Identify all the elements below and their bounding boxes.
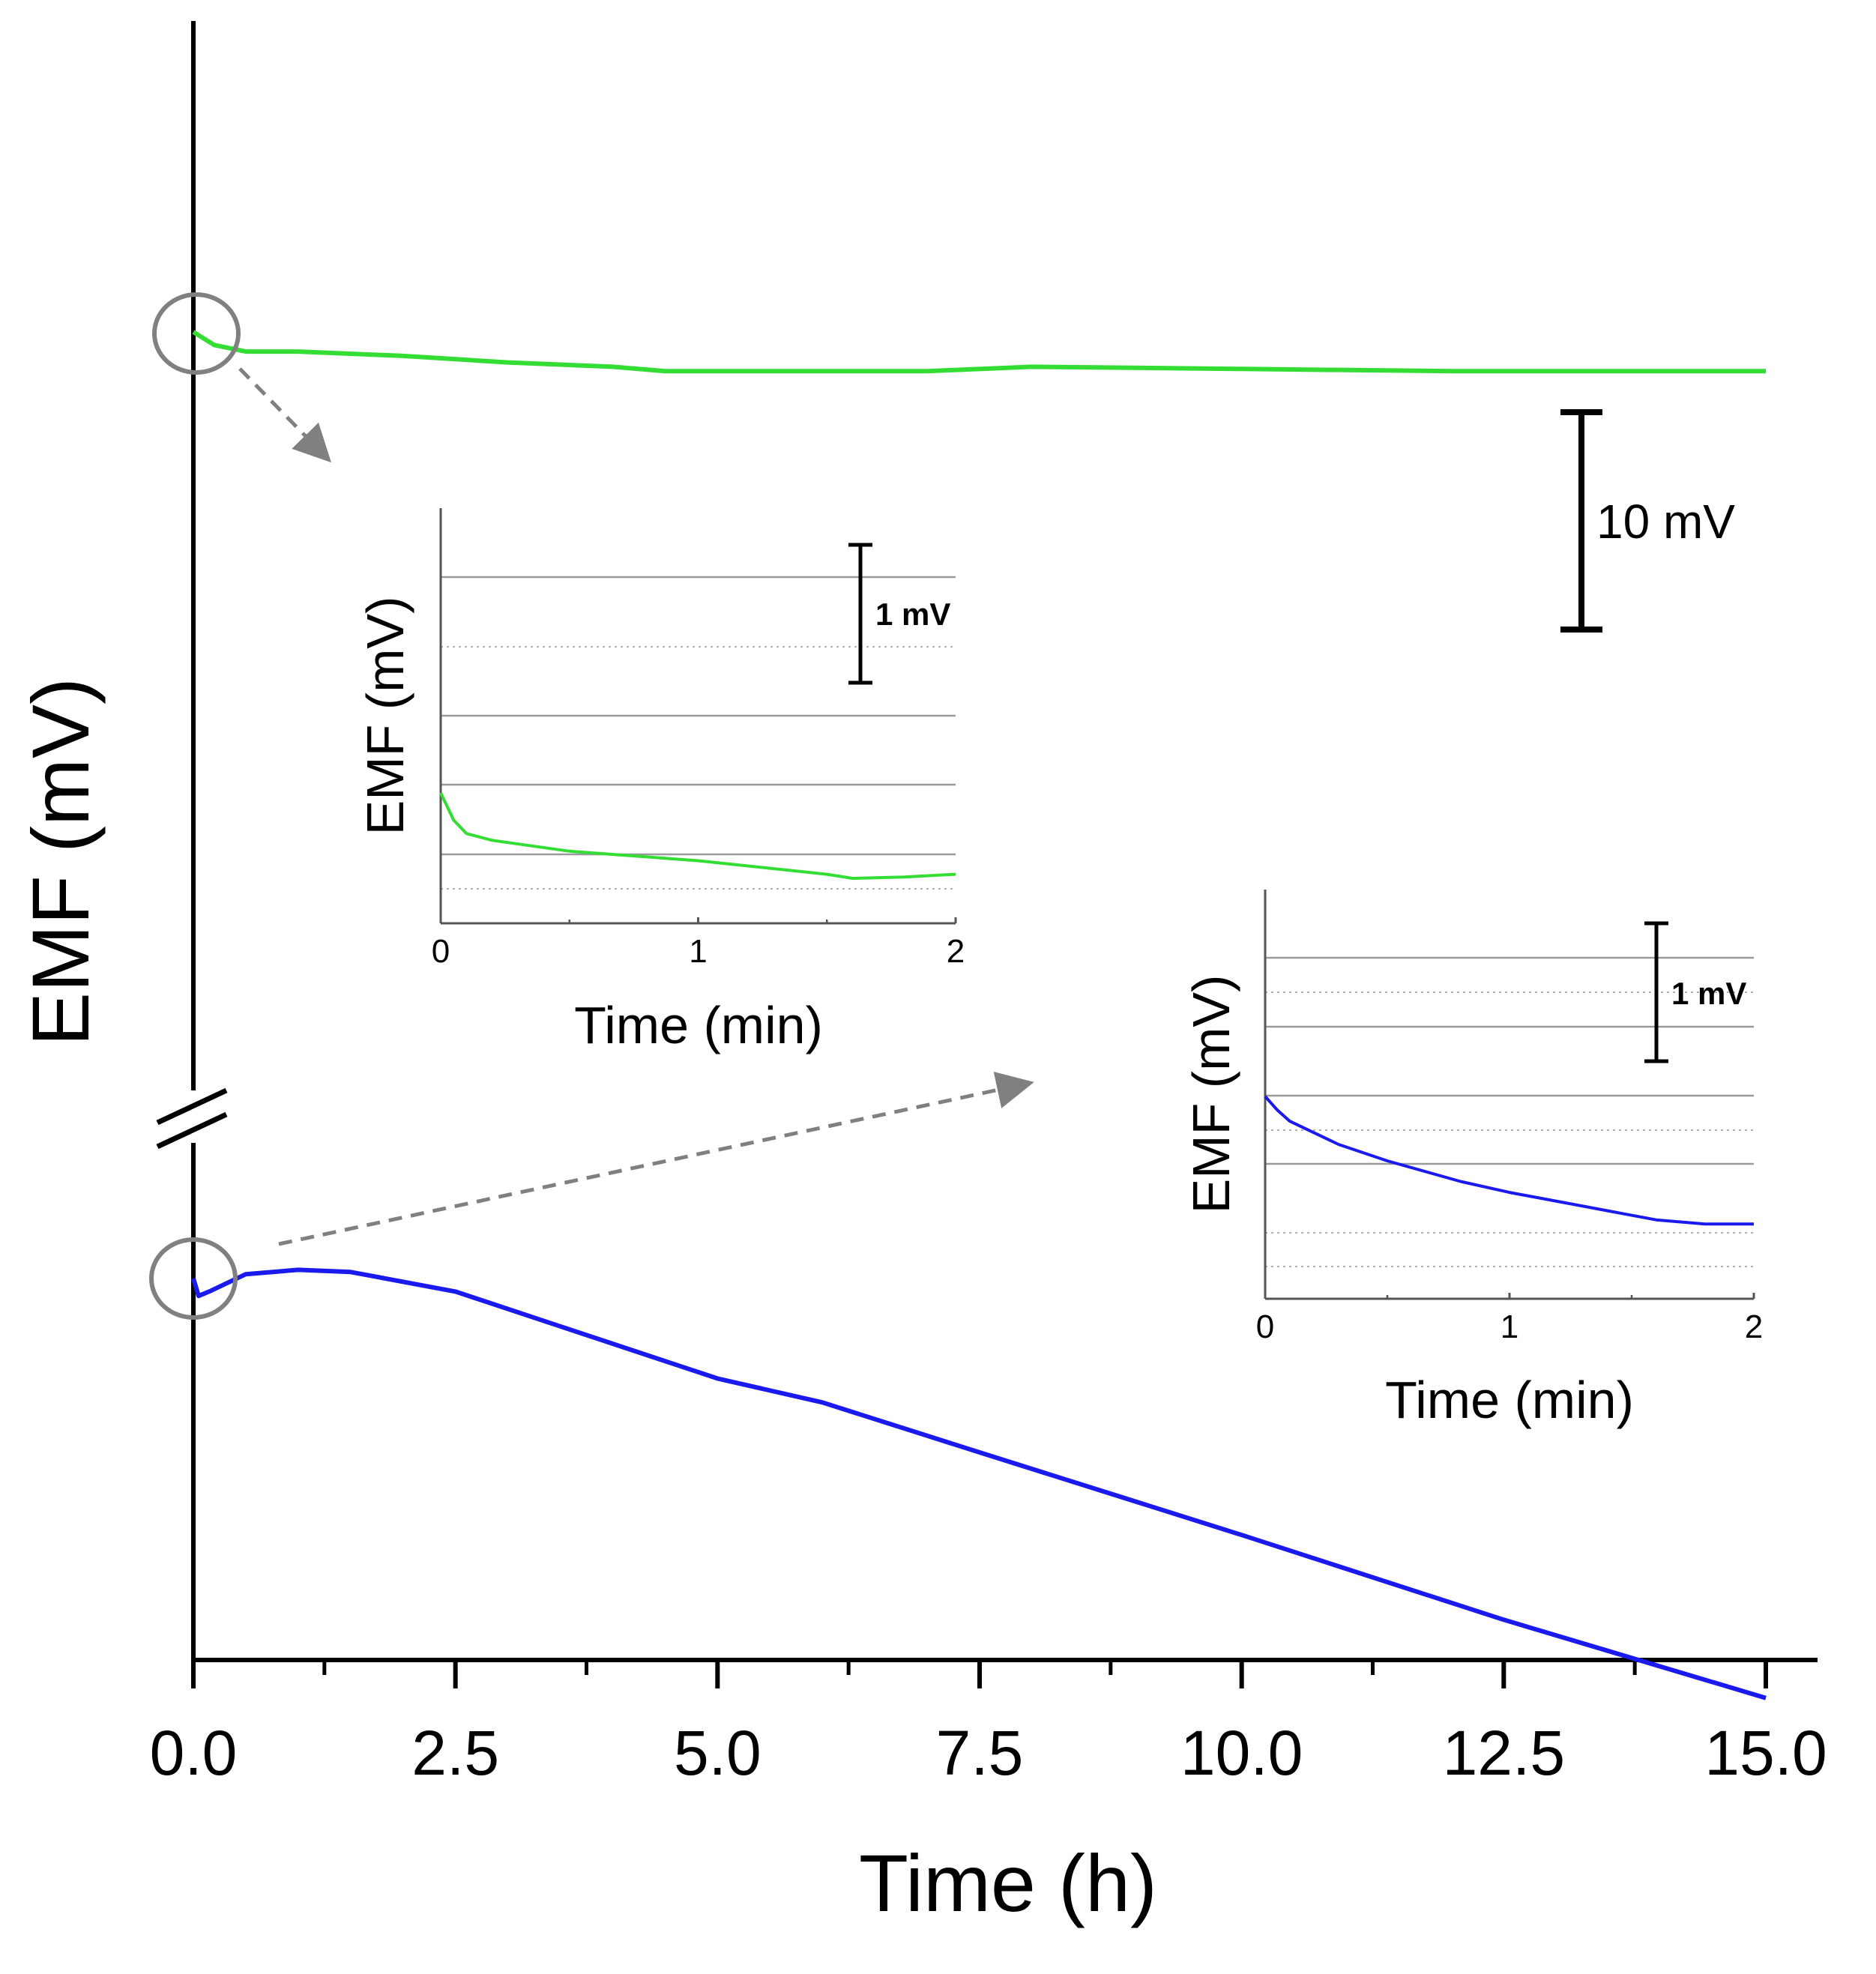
x-tick-label: 7.5	[936, 1718, 1024, 1788]
zoom-circle-green	[152, 292, 241, 375]
series-line-blue	[191, 1267, 1767, 1700]
y-axis-title: EMF (mV)	[15, 677, 106, 1046]
inset-series-line	[439, 792, 956, 880]
axis-break-mark	[156, 1111, 228, 1150]
zoom-arrow-green	[238, 367, 331, 463]
inset-y-axis-title: EMF (mV)	[356, 597, 414, 836]
x-tick-label: 12.5	[1443, 1718, 1566, 1788]
scale-bar-label: 10 mV	[1596, 495, 1735, 549]
inset-green: 0 1 2 1 mV Time (min) EMF (mV)	[356, 508, 965, 1054]
inset-x-axis-title: Time (min)	[574, 996, 823, 1054]
inset-x-tick-label: 2	[947, 933, 965, 970]
inset-x-tick-label: 2	[1745, 1309, 1763, 1345]
x-tick-label: 2.5	[411, 1718, 499, 1788]
inset-scale-bar-label: 1 mV	[1671, 976, 1746, 1011]
inset-series-line	[1264, 1095, 1754, 1226]
series-line-green	[192, 330, 1766, 374]
inset-x-axis-title: Time (min)	[1385, 1371, 1634, 1429]
inset-blue: 0 1 2 1 mV Time (min) EMF (mV)	[1182, 890, 1763, 1429]
inset-x-tick-label: 1	[1501, 1309, 1518, 1345]
zoom-arrow-blue	[278, 1071, 1034, 1246]
inset-x-tick-label: 0	[1256, 1309, 1274, 1345]
x-tick-label: 10.0	[1180, 1718, 1303, 1788]
inset-x-tick-label: 0	[432, 933, 450, 970]
x-axis-title: Time (h)	[859, 1838, 1157, 1928]
x-tick-label: 15.0	[1704, 1718, 1827, 1788]
inset-x-tick-label: 1	[689, 933, 707, 970]
axis-break-mark	[156, 1087, 228, 1126]
zoom-circle-blue	[149, 1237, 238, 1320]
inset-y-axis-title: EMF (mV)	[1182, 975, 1240, 1214]
x-tick-label: 0.0	[150, 1718, 238, 1788]
inset-scale-bar-label: 1 mV	[875, 597, 950, 632]
x-tick-label: 5.0	[674, 1718, 761, 1788]
